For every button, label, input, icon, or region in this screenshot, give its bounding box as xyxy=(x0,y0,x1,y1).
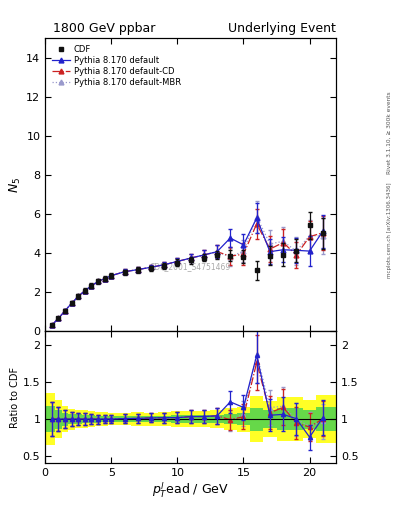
Y-axis label: Ratio to CDF: Ratio to CDF xyxy=(10,367,20,428)
Legend: CDF, Pythia 8.170 default, Pythia 8.170 default-CD, Pythia 8.170 default-MBR: CDF, Pythia 8.170 default, Pythia 8.170 … xyxy=(50,42,183,90)
X-axis label: $p_T^l$ead / GeV: $p_T^l$ead / GeV xyxy=(152,481,229,500)
Text: mcplots.cern.ch [arXiv:1306.3436]: mcplots.cern.ch [arXiv:1306.3436] xyxy=(387,183,392,278)
Text: CDF_2001_S4751469: CDF_2001_S4751469 xyxy=(150,262,231,271)
Text: Rivet 3.1.10, ≥ 300k events: Rivet 3.1.10, ≥ 300k events xyxy=(387,92,392,175)
Text: Underlying Event: Underlying Event xyxy=(228,22,336,35)
Text: 1800 GeV ppbar: 1800 GeV ppbar xyxy=(53,22,155,35)
Y-axis label: $N_5$: $N_5$ xyxy=(8,177,24,193)
